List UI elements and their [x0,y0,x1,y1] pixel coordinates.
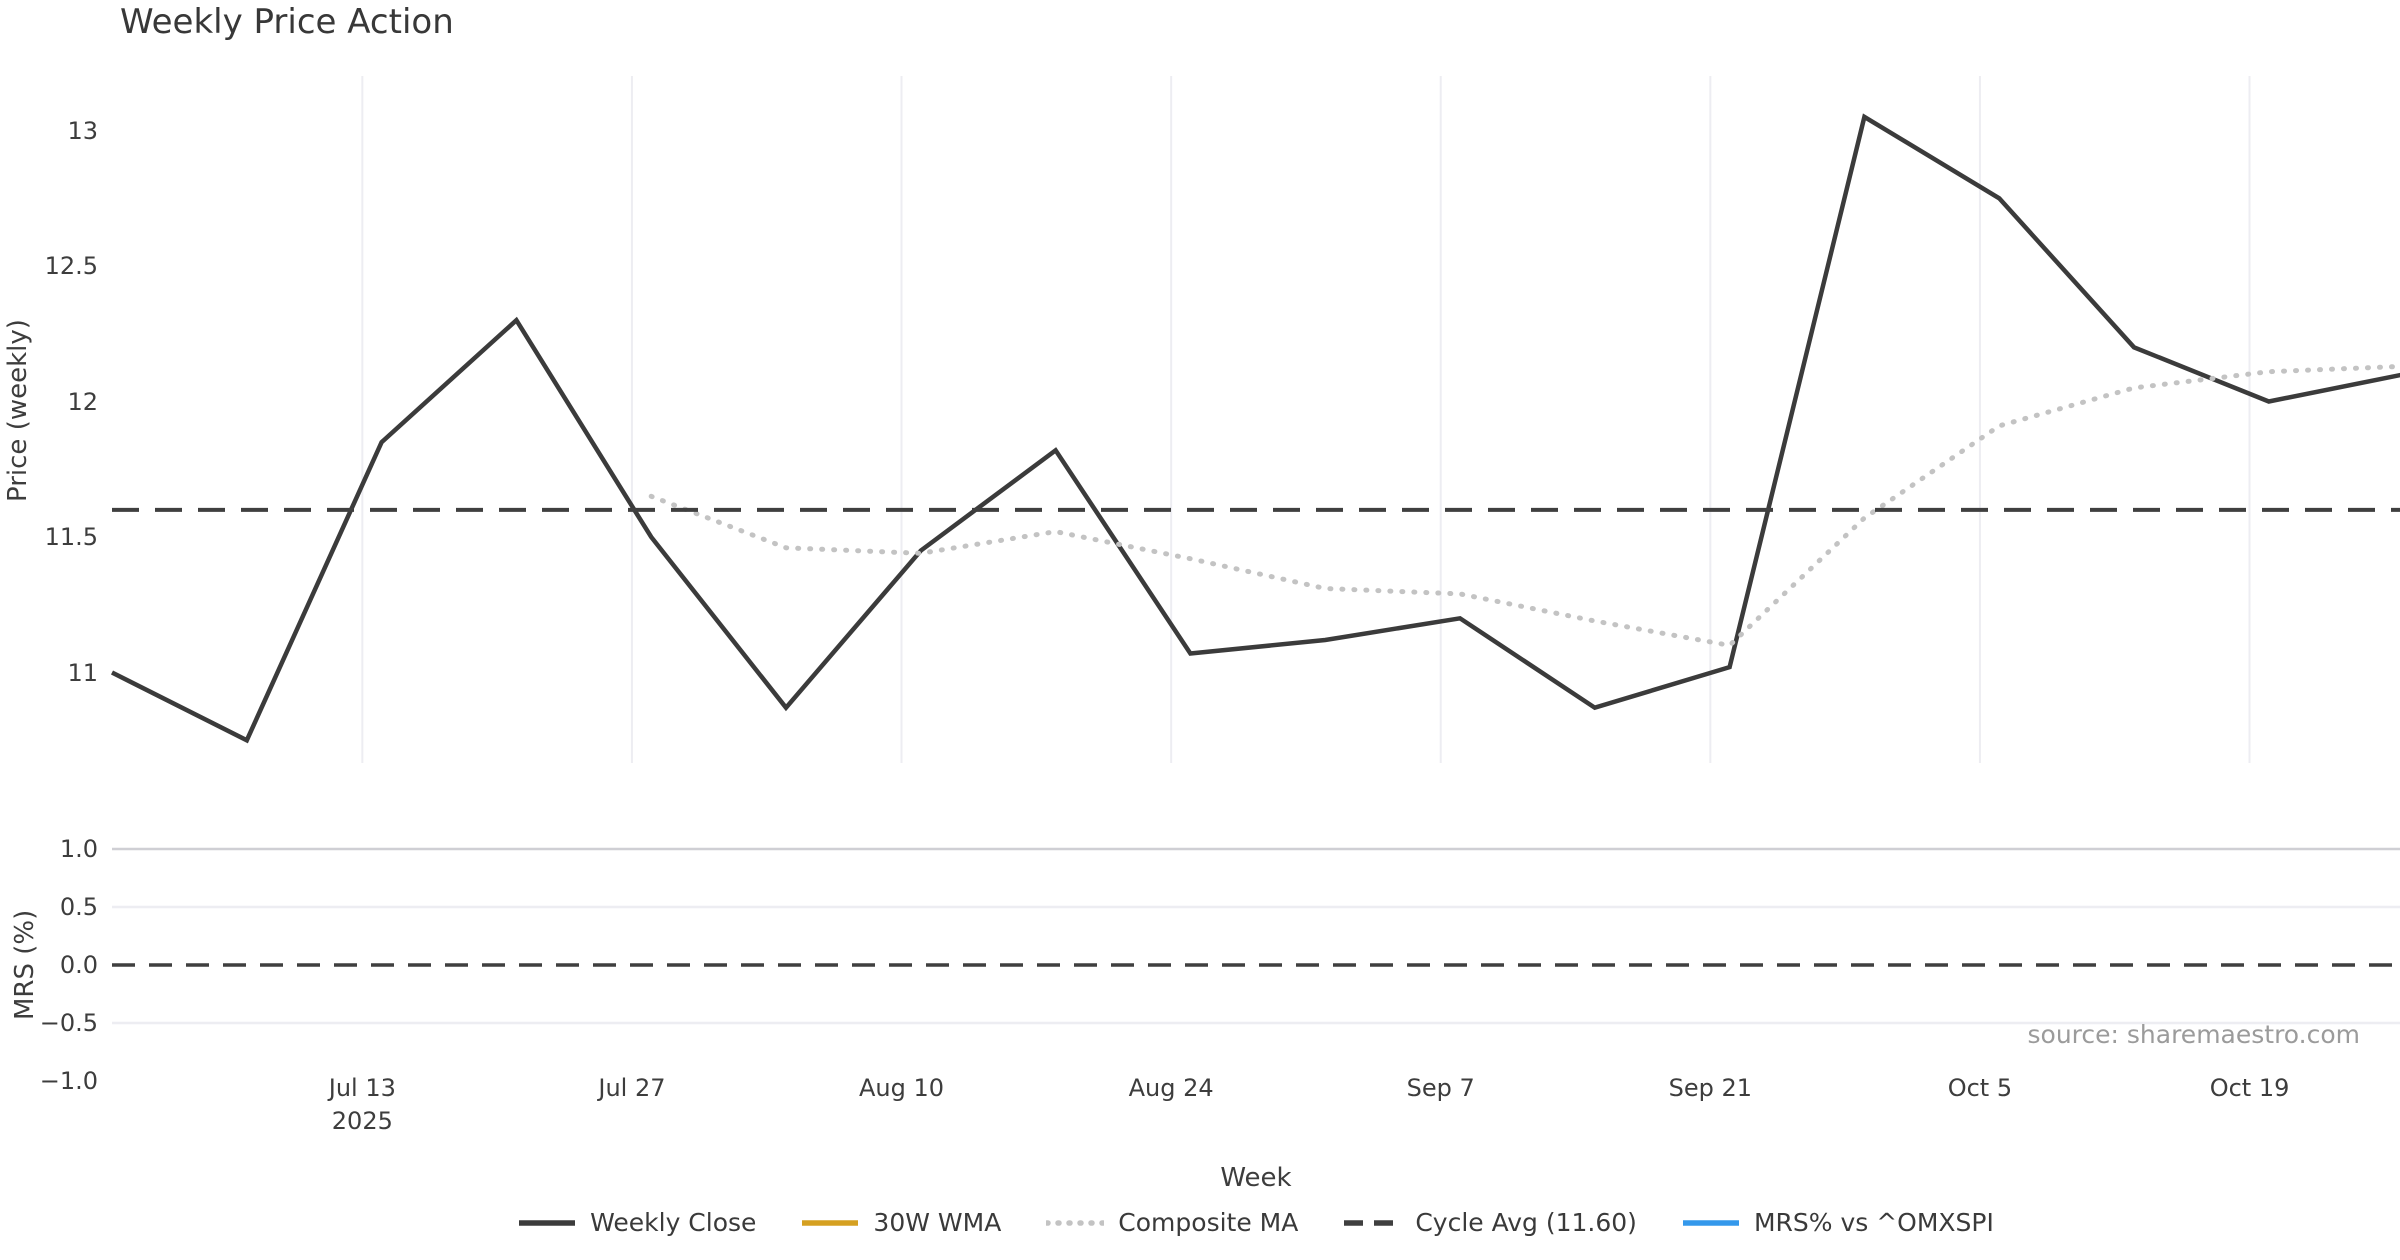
y-tick-label: −1.0 [39,1067,98,1095]
legend-label: Cycle Avg (11.60) [1415,1208,1637,1237]
y-tick-label: 12.5 [44,252,98,280]
legend-item: 30W WMA [801,1208,1001,1237]
x-tick-date: Oct 19 [2209,1074,2290,1102]
x-tick-label: Sep 7 [1407,1072,1475,1105]
y-tick-label: 12 [67,387,98,416]
x-tick-label: Oct 5 [1948,1072,2012,1105]
source-note: source: sharemaestro.com [2027,1020,2361,1049]
chart-title: Weekly Price Action [120,2,454,42]
legend: Weekly Close 30W WMA Composite MA Cycle Avg… [112,1208,2400,1237]
composite-ma-line [648,363,2400,649]
legend-swatch-dashed-line-icon [1344,1219,1401,1226]
legend-label: Weekly Close [590,1208,757,1237]
legend-label: MRS% vs ^OMXSPI [1753,1208,1994,1237]
y-tick-label: 0.5 [59,893,98,921]
legend-item: Weekly Close [518,1208,756,1237]
weekly-close-line [110,113,2400,744]
x-tick-date: Aug 10 [859,1074,945,1102]
x-tick-label: Jul 13 2025 [329,1072,396,1138]
legend-swatch-solid-line-icon [519,1219,576,1226]
y-tick-label: 11 [67,658,98,687]
x-tick-date: Aug 24 [1128,1074,1214,1102]
x-tick-year: 2025 [331,1107,393,1135]
y-tick-label: −0.5 [39,1009,98,1037]
x-tick-label: Aug 24 [1129,1072,1214,1105]
week-axis-label: Week [1220,1163,1292,1193]
legend-label: Composite MA [1118,1208,1299,1237]
legend-item: MRS% vs ^OMXSPI [1682,1208,1994,1237]
legend-label: 30W WMA [873,1208,1002,1237]
x-tick-label: Oct 19 [2210,1072,2290,1105]
x-tick-date: Sep 21 [1668,1074,1753,1102]
legend-swatch-solid-line-icon [1682,1219,1739,1226]
legend-item: Cycle Avg (11.60) [1343,1208,1637,1237]
y-tick-label: 13 [67,116,98,145]
y-tick-label: 0.0 [59,951,98,979]
x-tick-label: Sep 21 [1669,1072,1752,1105]
x-tick-date: Jul 13 [328,1074,396,1102]
legend-swatch-dotted-line-icon [1046,1219,1105,1226]
y-tick-label: 1.0 [59,835,98,863]
x-tick-date: Jul 27 [598,1074,666,1102]
price-axis-label: Price (weekly) [3,319,33,502]
x-tick-label: Jul 27 [598,1072,665,1105]
y-tick-label: 11.5 [44,523,98,551]
legend-swatch-solid-line-icon [802,1219,859,1226]
x-tick-date: Sep 7 [1406,1074,1475,1102]
legend-item: Composite MA [1046,1208,1298,1237]
x-tick-label: Aug 10 [859,1072,944,1105]
x-tick-date: Oct 5 [1947,1074,2013,1102]
